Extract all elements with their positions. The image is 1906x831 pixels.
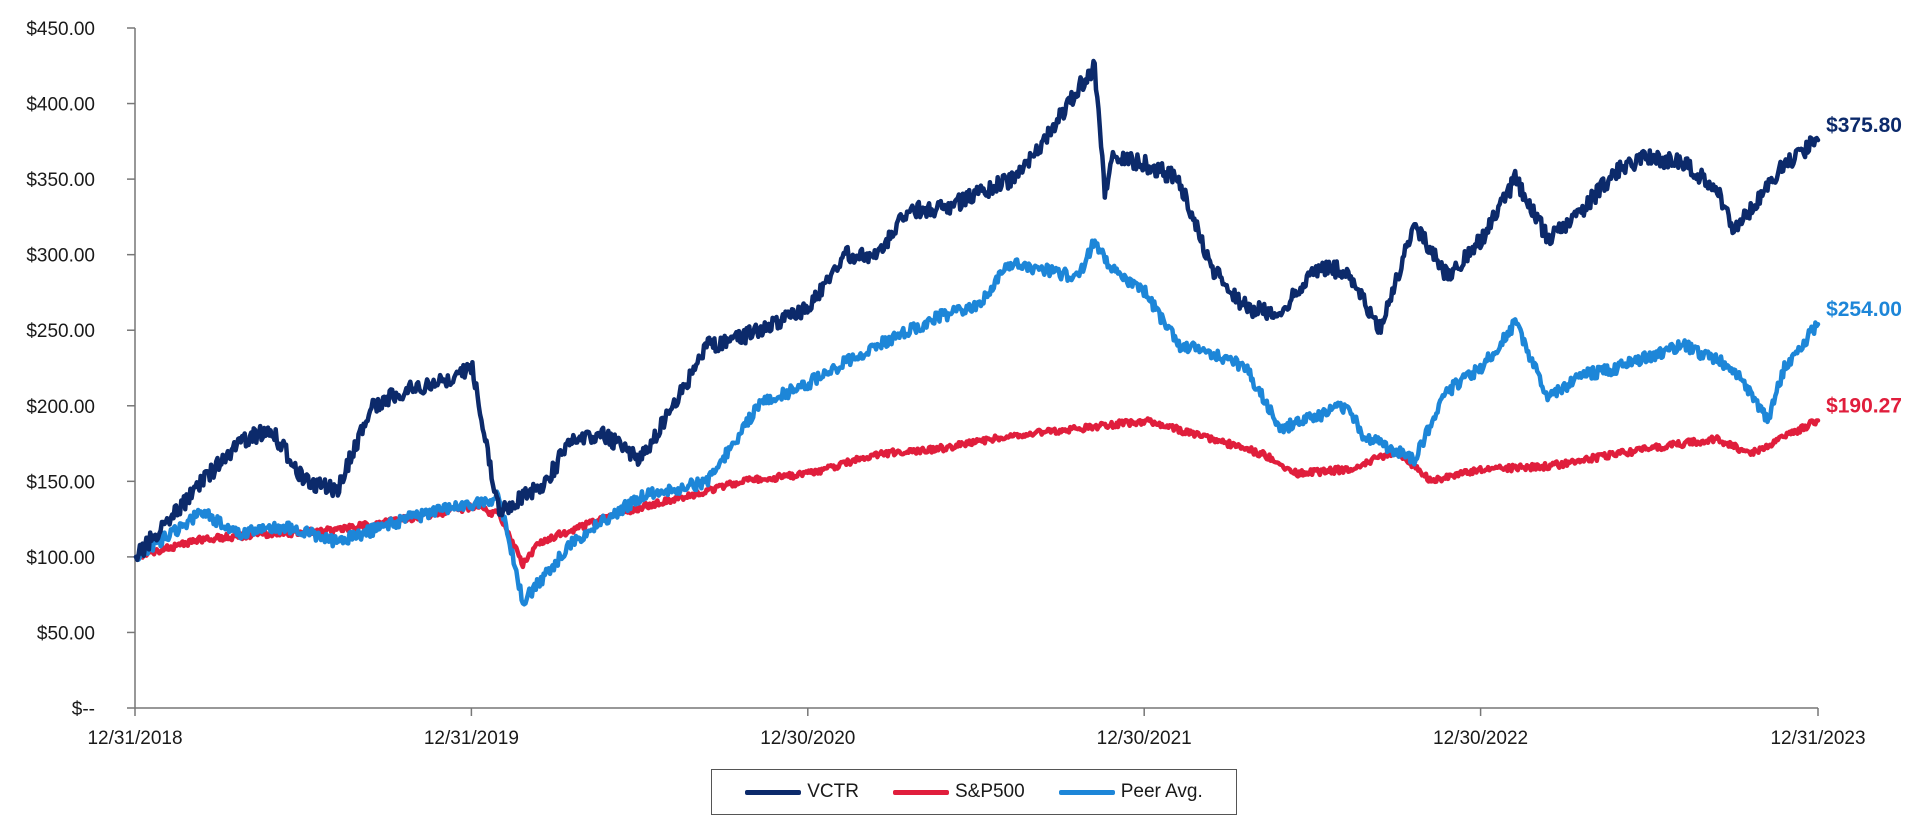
legend-swatch-sp500 [892,789,949,795]
legend-label-vctr: VCTR [807,781,859,802]
y-tick-label: $350.00 [26,170,95,191]
y-tick-label: $200.00 [26,397,95,418]
x-tick-label: 12/30/2020 [760,728,855,749]
series-line-vctr [133,58,1821,563]
y-tick-label: $300.00 [26,246,95,267]
legend-label-sp500: S&P500 [954,781,1025,802]
y-tick-label: $250.00 [26,321,95,342]
series-end-labels: $190.27 $254.00 $375.80 [1826,114,1902,417]
x-axis-ticks: 12/31/2018 12/31/2019 12/30/2020 12/30/2021… [87,708,1866,749]
legend-swatch-peer-avg [1058,789,1115,795]
y-tick-label: $150.00 [26,472,95,493]
y-tick-label: $400.00 [26,95,95,116]
x-tick-label: 12/31/2023 [1770,728,1865,749]
end-value-label-s-p500: $190.27 [1826,394,1902,417]
y-tick-label: $-- [72,699,95,720]
series-lines [133,58,1821,607]
end-value-label-vctr: $375.80 [1826,114,1902,137]
legend-item-peer-avg: Peer Avg. [1058,781,1203,803]
legend-swatch-vctr [745,789,802,795]
end-value-label-peer-avg-: $254.00 [1826,298,1902,321]
y-tick-label: $450.00 [26,19,95,40]
legend-item-sp500: S&P500 [892,781,1025,803]
x-tick-label: 12/30/2022 [1433,728,1528,749]
axes [134,28,1818,709]
series-line-s-p500 [133,416,1821,570]
legend-label-peer-avg: Peer Avg. [1120,781,1203,802]
legend: VCTR S&P500 Peer Avg. [711,769,1237,815]
x-tick-label: 12/31/2019 [424,728,519,749]
y-axis-ticks: $-- $50.00 $100.00 $150.00 $200.00 $250.00 $30… [26,19,135,720]
x-tick-label: 12/30/2021 [1097,728,1192,749]
legend-item-vctr: VCTR [745,781,859,803]
x-tick-label: 12/31/2018 [87,728,182,749]
y-tick-label: $100.00 [26,548,95,569]
y-tick-label: $50.00 [37,623,95,644]
series-line-peer-avg- [133,238,1821,607]
